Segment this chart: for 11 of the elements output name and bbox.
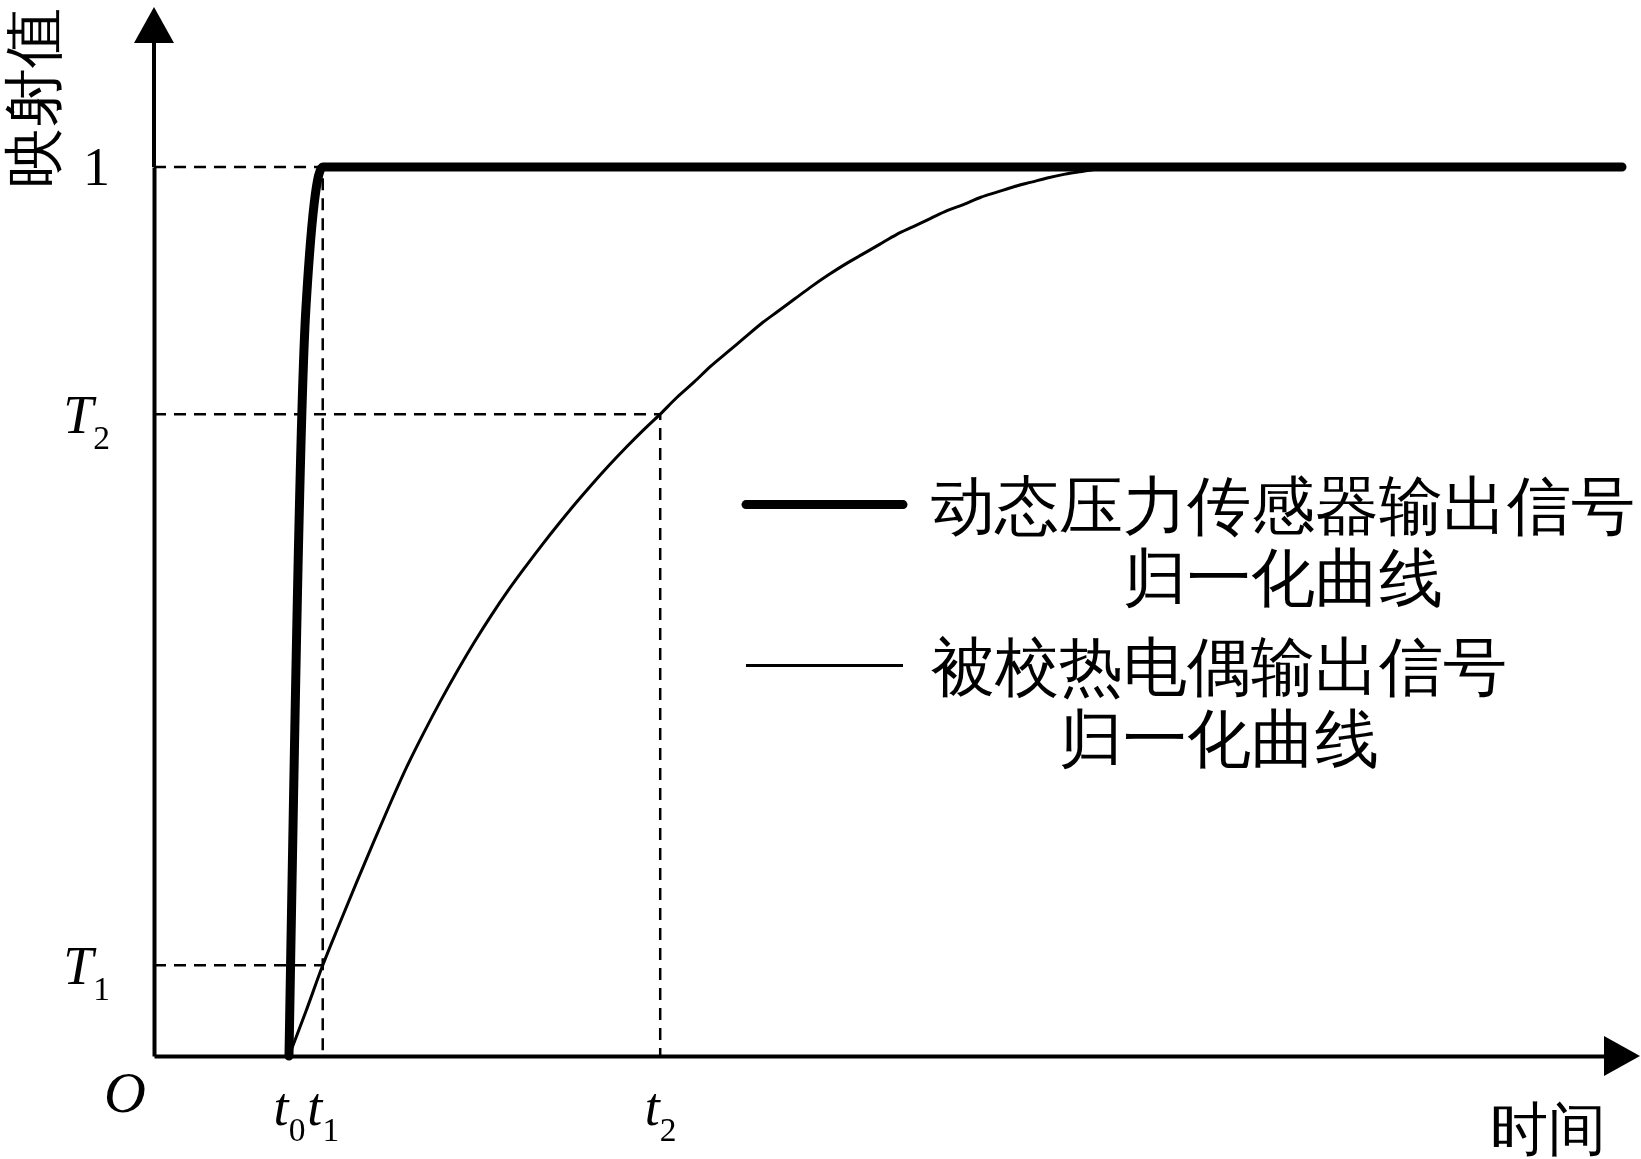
x-axis-title: 时间 xyxy=(1490,1097,1606,1159)
series-label: T$_{2}$ xyxy=(63,384,110,456)
series-label: 1 xyxy=(83,137,110,198)
x-tick-label: t$_{2}$ xyxy=(644,1076,677,1148)
x-tick-label: t$_{1}$ xyxy=(307,1076,340,1148)
legend-label: 动态压力传感器输出信号归一化曲线 xyxy=(931,470,1635,614)
y-axis-title: 映射值 xyxy=(1,8,67,188)
x-tick-label: t$_{0}$ xyxy=(273,1076,306,1148)
text: O xyxy=(104,1060,146,1125)
series-label: T$_{1}$ xyxy=(63,935,110,1007)
legend-label: 被校热电偶输出信号归一化曲线 xyxy=(931,631,1507,775)
